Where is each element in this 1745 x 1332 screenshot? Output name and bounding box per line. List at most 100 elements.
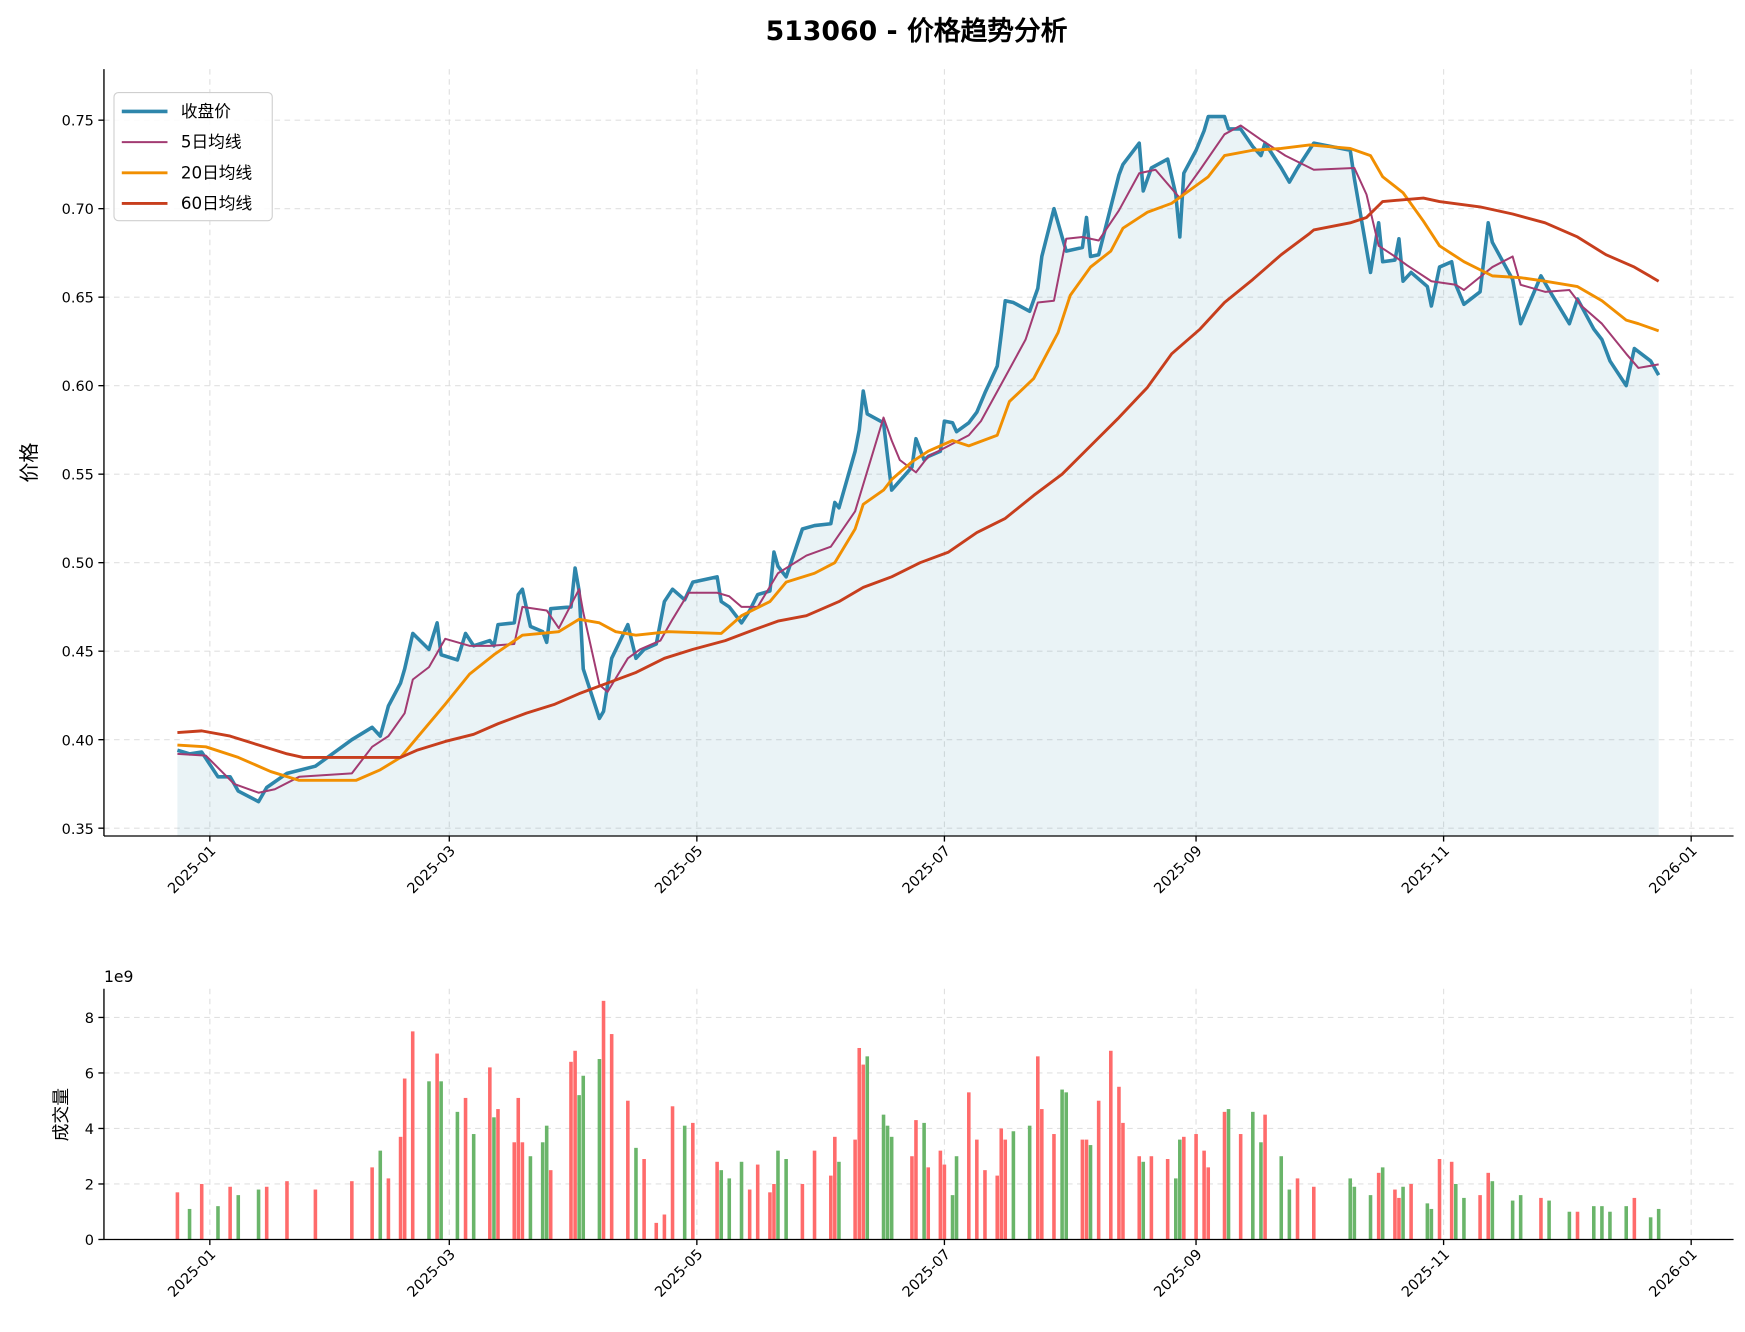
ma5-line	[177, 124, 1659, 794]
volume-bar-up	[626, 1100, 630, 1240]
volume-bar-down	[1425, 1203, 1430, 1240]
volume-bar-up	[1263, 1114, 1267, 1240]
volume-bar-up	[975, 1139, 979, 1240]
volume-bar-down	[1510, 1200, 1515, 1240]
volume-bar-down	[597, 1059, 602, 1240]
volume-bar-up	[370, 1167, 374, 1240]
volume-xtick-label: 2026-01	[1647, 1247, 1701, 1301]
volume-bar-down	[1279, 1156, 1284, 1240]
volume-bar-down	[1380, 1167, 1385, 1240]
price-xtick-label: 2025-05	[652, 843, 706, 897]
volume-bar-up	[861, 1064, 866, 1240]
volume-bar-up	[833, 1136, 837, 1240]
volume-bar-down	[1608, 1211, 1612, 1240]
volume-bar-up	[1539, 1197, 1543, 1240]
volume-bar-down	[1567, 1211, 1572, 1240]
price-ytick-label: 0.75	[62, 114, 94, 130]
volume-bar-down	[1251, 1111, 1255, 1240]
ma20-line	[177, 143, 1660, 782]
volume-bar-up	[1096, 1100, 1101, 1240]
price-ytick-label: 0.50	[62, 556, 94, 572]
volume-bar-up	[853, 1139, 857, 1240]
volume-bar-down	[471, 1134, 476, 1240]
price-ytick-label: 0.70	[62, 202, 94, 218]
volume-ytick-label: 6	[85, 1067, 94, 1083]
volume-bar-up	[1238, 1134, 1243, 1240]
volume-bar-down	[1259, 1142, 1263, 1240]
volume-bar-up	[967, 1092, 971, 1240]
volume-bar-up	[516, 1097, 521, 1240]
volume-bar-up	[914, 1120, 918, 1240]
volume-bar-down	[784, 1159, 788, 1240]
volume-bar-down	[577, 1095, 581, 1240]
volume-bar-down	[1624, 1206, 1629, 1240]
volume-bar-down	[950, 1195, 955, 1240]
volume-bar-up	[812, 1150, 817, 1240]
volume-bar-up	[1117, 1086, 1121, 1240]
volume-ytick-label: 0	[85, 1233, 94, 1249]
volume-bar-up	[983, 1170, 987, 1240]
volume-bar-down	[719, 1170, 724, 1240]
volume-bar-up	[435, 1053, 439, 1240]
volume-bar-down	[1454, 1183, 1458, 1240]
volume-bar-up	[1149, 1156, 1154, 1240]
volume-bar-up	[1121, 1122, 1125, 1240]
volume-bar-up	[942, 1164, 947, 1240]
volume-xtick-label: 2025-11	[1399, 1247, 1453, 1301]
legend-label: 20日均线	[181, 162, 253, 182]
volume-bar-down	[1547, 1200, 1551, 1240]
ma60-line	[177, 196, 1660, 759]
volume-bar-up	[768, 1192, 772, 1240]
volume-bar-down	[1178, 1139, 1182, 1240]
volume-ytick-label: 4	[85, 1122, 94, 1138]
volume-bar-down	[1174, 1178, 1178, 1240]
volume-bar-up	[1409, 1183, 1413, 1240]
legend-label: 60日均线	[181, 193, 253, 213]
volume-bar-up	[999, 1128, 1004, 1240]
volume-bar-up	[642, 1159, 646, 1240]
volume-bar-up	[755, 1164, 760, 1240]
volume-bar-up	[1036, 1056, 1040, 1240]
volume-bar-up	[573, 1050, 577, 1240]
volume-bar-up	[715, 1161, 719, 1240]
volume-bar-up	[800, 1183, 805, 1240]
volume-ytick-label: 8	[85, 1011, 94, 1027]
volume-bar-down	[1088, 1145, 1093, 1240]
volume-bar-up	[1084, 1139, 1089, 1240]
price-grid	[103, 69, 1734, 836]
volume-bar-down	[1348, 1178, 1353, 1240]
volume-bar-up	[1206, 1167, 1211, 1240]
volume-bar-up	[670, 1106, 675, 1240]
price-xtick-label: 2025-01	[165, 843, 219, 897]
volume-xtick-label: 2025-07	[900, 1247, 954, 1301]
price-ytick-label: 0.35	[62, 822, 94, 838]
volume-bar-up	[601, 1000, 606, 1240]
volume-bar-up	[199, 1183, 204, 1240]
volume-bar-down	[1060, 1089, 1064, 1240]
volume-bar-down	[1011, 1131, 1016, 1240]
volume-bar-up	[1478, 1195, 1482, 1240]
volume-bar-up	[1632, 1197, 1637, 1240]
volume-bar-up	[313, 1189, 318, 1240]
volume-bar-up	[1222, 1111, 1227, 1240]
volume-bar-up	[1137, 1156, 1142, 1240]
price-ytick-label: 0.60	[62, 379, 94, 395]
volume-bar-up	[654, 1222, 659, 1240]
volume-bar-down	[1592, 1206, 1596, 1240]
volume-bar-up	[1080, 1139, 1085, 1240]
volume-bar-down	[256, 1189, 261, 1240]
volume-bar-down	[1656, 1208, 1661, 1240]
volume-y-axis-label: 成交量	[51, 1088, 72, 1142]
volume-bar-up	[772, 1183, 776, 1240]
volume-bar-up	[285, 1181, 289, 1240]
volume-bar-down	[455, 1111, 460, 1240]
volume-bar-up	[662, 1214, 667, 1240]
volume-bar-up	[398, 1136, 403, 1240]
volume-bar-up	[1486, 1172, 1491, 1240]
volume-bar-down	[727, 1178, 732, 1240]
volume-bar-up	[995, 1175, 1000, 1240]
volume-bar-down	[889, 1136, 894, 1240]
volume-bar-down	[865, 1056, 870, 1240]
volume-bar-down	[492, 1117, 496, 1240]
